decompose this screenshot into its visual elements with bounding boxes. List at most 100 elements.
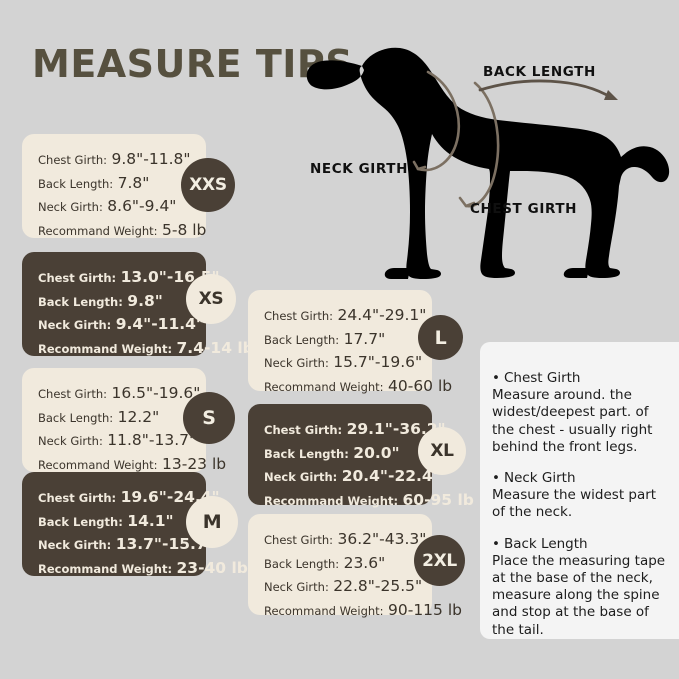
spec-value-neck: 11.8"-13.7" (107, 431, 197, 450)
spec-weight: Recommand Weight: 40-60 lb (264, 375, 452, 399)
label-neck-girth: NECK GIRTH (310, 161, 408, 177)
spec-label-neck: Neck Girth: (264, 470, 338, 485)
dog-front-foot (384, 268, 409, 279)
size-card-2xl[interactable]: Chest Girth: 36.2"-43.3" Back Length: 23… (248, 514, 462, 619)
spec-label-neck: Neck Girth: (264, 356, 329, 371)
instruction-heading: • Chest Girth (492, 370, 669, 386)
instruction-heading-text: Back Length (503, 535, 588, 552)
spec-neck: Neck Girth: 8.6"-9.4" (38, 195, 190, 219)
neck-girth-arrowhead (412, 160, 427, 171)
instruction-heading: • Back Length (492, 536, 669, 552)
size-badge-xxs[interactable]: XXS (181, 158, 235, 212)
spec-value-weight: 90-115 lb (388, 601, 462, 620)
instruction-heading-text: Neck Girth (503, 470, 576, 487)
spec-back: Back Length: 17.7" (264, 328, 416, 352)
spec-label-back: Back Length: (264, 556, 340, 571)
spec-label-neck: Neck Girth: (38, 200, 103, 215)
spec-value-neck: 8.6"-9.4" (107, 197, 177, 216)
spec-value-chest: 9.8"-11.8" (111, 150, 191, 168)
size-card-l[interactable]: Chest Girth: 24.4"-29.1" Back Length: 17… (248, 290, 452, 395)
spec-chest: Chest Girth: 36.2"-43.3" (264, 528, 426, 552)
spec-value-back: 12.2" (117, 407, 160, 426)
spec-label-chest: Chest Girth: (264, 423, 343, 437)
spec-value-neck: 13.7"-15.7" (115, 535, 215, 554)
spec-chest: Chest Girth: 9.8"-11.8" (38, 148, 191, 172)
spec-value-weight: 7.4-14 lb (176, 339, 254, 358)
spec-value-weight: 13-23 lb (162, 455, 227, 474)
spec-label-back: Back Length: (264, 332, 340, 347)
spec-back: Back Length: 23.6" (264, 552, 416, 576)
spec-value-neck: 20.4"-22.4" (341, 467, 441, 486)
instruction-body: Measure around. the widest/deepest part.… (492, 387, 653, 455)
spec-neck: Neck Girth: 20.4"-22.4" (264, 465, 441, 489)
spec-label-neck: Neck Girth: (38, 434, 103, 449)
spec-weight: Recommand Weight: 23-40 lb (38, 557, 248, 581)
spec-back: Back Length: 20.0" (264, 442, 416, 466)
spec-label-neck: Neck Girth: (38, 538, 112, 553)
size-badge-xl[interactable]: XL (418, 427, 466, 475)
spec-weight: Recommand Weight: 60-95 lb (264, 489, 474, 513)
size-badge-l[interactable]: L (418, 315, 463, 360)
spec-back: Back Length: 7.8" (38, 172, 190, 196)
spec-chest: Chest Girth: 13.0"-16.5" (38, 266, 220, 290)
dog-diagram: BACK LENGTH NECK GIRTH CHEST GIRTH (290, 28, 679, 290)
spec-value-weight: 23-40 lb (176, 559, 248, 578)
spec-neck: Neck Girth: 22.8"-25.5" (264, 575, 422, 599)
spec-value-neck: 9.4"-11.4" (115, 315, 204, 334)
size-card-m[interactable]: Chest Girth: 19.6"-24.4" Back Length: 14… (22, 472, 248, 577)
spec-neck: Neck Girth: 15.7"-19.6" (264, 351, 422, 375)
spec-weight: Recommand Weight: 13-23 lb (38, 453, 226, 477)
spec-label-back: Back Length: (38, 294, 123, 309)
spec-label-weight: Recommand Weight: (38, 458, 158, 473)
bullet-icon: • (492, 470, 500, 487)
back-length-arrowhead (604, 90, 618, 100)
spec-neck: Neck Girth: 9.4"-11.4" (38, 313, 204, 337)
spec-label-chest: Chest Girth: (264, 533, 334, 547)
spec-value-back: 17.7" (343, 329, 386, 348)
spec-chest: Chest Girth: 16.5"-19.6" (38, 382, 200, 406)
spec-label-chest: Chest Girth: (38, 491, 117, 505)
spec-label-neck: Neck Girth: (264, 580, 329, 595)
chest-girth-arrowhead (458, 196, 476, 208)
instruction-heading-text: Chest Girth (503, 370, 581, 386)
size-badge-m[interactable]: M (186, 496, 238, 548)
back-length-guide (478, 79, 614, 100)
page-title: MEASURE TIPS (32, 42, 354, 86)
spec-value-back: 7.8" (117, 173, 150, 192)
size-badge-2xl[interactable]: 2XL (414, 535, 465, 586)
spec-label-back: Back Length: (38, 410, 114, 425)
spec-weight: Recommand Weight: 90-115 lb (264, 599, 462, 623)
spec-label-weight: Recommand Weight: (264, 604, 384, 619)
instruction-item-neck-girth: • Neck Girth Measure the widest part of t… (492, 470, 669, 522)
spec-value-chest: 36.2"-43.3" (337, 530, 427, 548)
spec-label-weight: Recommand Weight: (264, 380, 384, 395)
label-back-length: BACK LENGTH (483, 64, 596, 80)
size-card-xs[interactable]: Chest Girth: 13.0"-16.5" Back Length: 9.… (22, 252, 254, 357)
spec-value-back: 9.8" (127, 291, 163, 310)
spec-label-neck: Neck Girth: (38, 318, 112, 333)
spec-value-neck: 15.7"-19.6" (333, 353, 423, 372)
instructions-panel: • Chest Girth Measure around. the widest/… (480, 342, 679, 639)
spec-label-weight: Recommand Weight: (38, 562, 173, 577)
spec-back: Back Length: 14.1" (38, 510, 190, 534)
size-card-xl[interactable]: Chest Girth: 29.1"-36.2" Back Length: 20… (248, 404, 474, 509)
size-badge-s[interactable]: S (183, 392, 235, 444)
spec-label-back: Back Length: (38, 176, 114, 191)
size-card-xxs[interactable]: Chest Girth: 9.8"-11.8" Back Length: 7.8… (22, 134, 207, 240)
spec-label-chest: Chest Girth: (38, 271, 117, 285)
spec-value-weight: 5-8 lb (162, 221, 207, 240)
chest-girth-guide (464, 81, 500, 208)
dog-body-shape (306, 47, 670, 279)
size-card-s[interactable]: Chest Girth: 16.5"-19.6" Back Length: 12… (22, 368, 226, 473)
spec-label-weight: Recommand Weight: (38, 224, 158, 239)
spec-label-chest: Chest Girth: (38, 387, 108, 401)
spec-value-weight: 60-95 lb (402, 491, 474, 510)
spec-label-chest: Chest Girth: (264, 309, 334, 323)
spec-back: Back Length: 12.2" (38, 406, 190, 430)
size-badge-xs[interactable]: XS (186, 274, 236, 324)
dog-hind-foot (563, 268, 588, 278)
label-chest-girth: CHEST GIRTH (470, 201, 578, 217)
spec-label-weight: Recommand Weight: (264, 494, 399, 509)
spec-chest: Chest Girth: 19.6"-24.4" (38, 486, 220, 510)
